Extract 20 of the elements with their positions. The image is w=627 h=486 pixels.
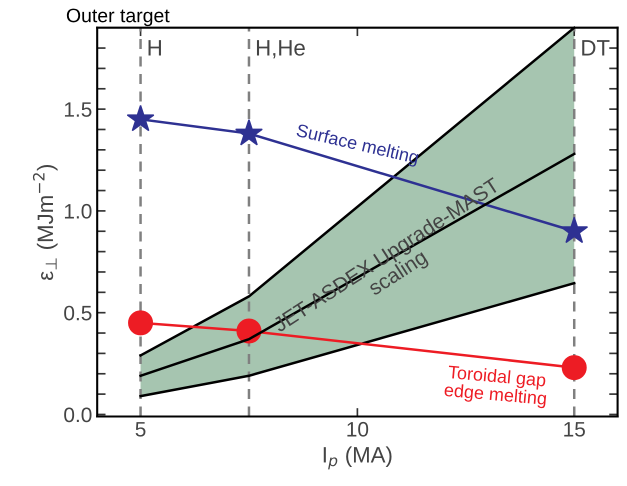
text: Surface melting xyxy=(295,123,420,168)
point xyxy=(126,104,154,132)
series-label: Toroidal gap edge melting xyxy=(444,364,546,408)
x-tick-label: 10 xyxy=(347,422,368,437)
point xyxy=(128,310,154,336)
point xyxy=(562,355,587,380)
x-axis-title: I$_{p}$ (MA) xyxy=(324,446,392,470)
ref-line-label: H,He xyxy=(256,40,305,58)
y-axis-title: ε$_{⊥}$ (MJm$^{−2}$) xyxy=(32,165,58,280)
y-tick-label: 0.5 xyxy=(64,306,92,320)
ref-line-label: DT xyxy=(582,40,610,56)
x-tick-label: 5 xyxy=(136,422,146,437)
chart-title: Outer target xyxy=(66,8,170,26)
y-tick-label: 1.5 xyxy=(64,102,92,117)
point xyxy=(560,216,588,244)
y-tick-label: 0.0 xyxy=(64,407,92,422)
y-tick-label: 1.0 xyxy=(64,204,92,219)
ref-line-label: H xyxy=(148,40,161,56)
point xyxy=(235,118,263,146)
x-tick-label: 15 xyxy=(564,422,585,437)
